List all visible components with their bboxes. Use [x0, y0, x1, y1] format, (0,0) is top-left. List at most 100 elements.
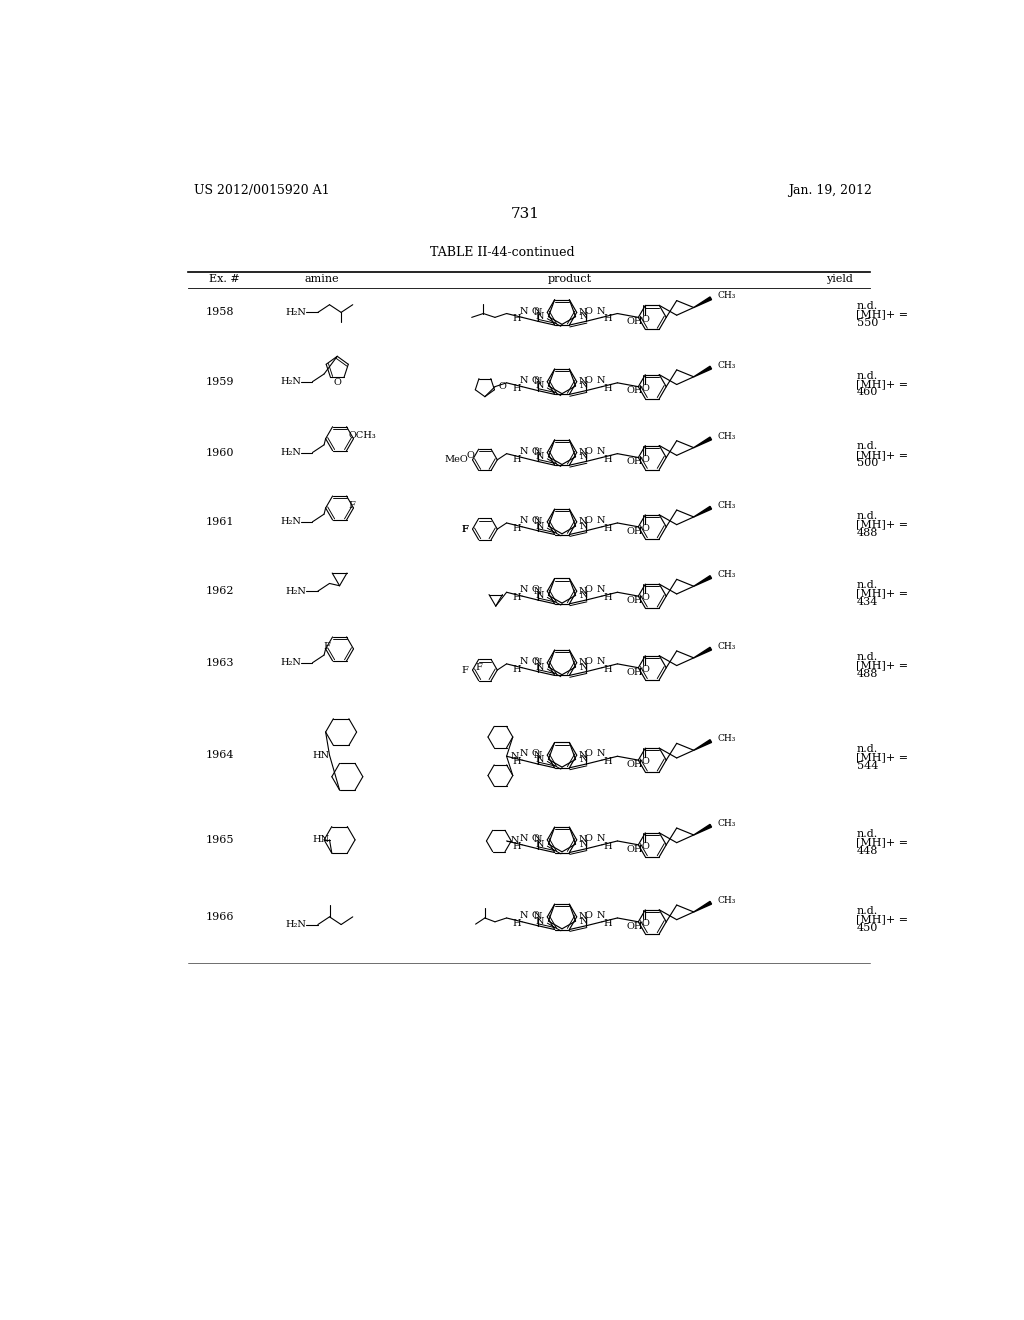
Text: O: O: [585, 516, 593, 525]
Text: O: O: [531, 306, 540, 315]
Text: OH: OH: [627, 595, 643, 605]
Text: H: H: [603, 758, 612, 766]
Text: n.d.: n.d.: [856, 906, 878, 916]
Text: OH: OH: [627, 845, 643, 854]
Text: O: O: [466, 451, 474, 459]
Text: O: O: [531, 447, 540, 455]
Text: H: H: [512, 384, 520, 393]
Text: H: H: [603, 919, 612, 928]
Text: CH₃: CH₃: [717, 292, 735, 301]
Text: 488: 488: [856, 668, 878, 678]
Text: N: N: [534, 378, 542, 387]
Text: H: H: [512, 454, 520, 463]
Text: n.d.: n.d.: [856, 579, 878, 590]
Text: F: F: [462, 665, 469, 675]
Text: CH₃: CH₃: [717, 818, 735, 828]
Text: N: N: [596, 834, 604, 843]
Polygon shape: [693, 297, 712, 308]
Text: O: O: [498, 383, 506, 391]
Text: N: N: [580, 663, 588, 672]
Text: O: O: [585, 586, 593, 594]
Text: O: O: [641, 455, 649, 463]
Text: O: O: [641, 314, 649, 323]
Text: O: O: [531, 834, 540, 843]
Text: N: N: [579, 447, 588, 457]
Text: amine: amine: [304, 273, 339, 284]
Text: Jan. 19, 2012: Jan. 19, 2012: [788, 185, 872, 197]
Text: N: N: [536, 755, 545, 764]
Text: 544: 544: [856, 760, 878, 771]
Text: 1958: 1958: [206, 308, 234, 317]
Text: 434: 434: [856, 597, 878, 607]
Text: Ex. #: Ex. #: [209, 273, 240, 284]
Polygon shape: [693, 647, 712, 657]
Text: N: N: [534, 308, 542, 317]
Text: OCH₃: OCH₃: [349, 432, 377, 441]
Polygon shape: [693, 366, 712, 376]
Text: O: O: [641, 384, 649, 393]
Text: H₂N: H₂N: [280, 378, 301, 387]
Text: O: O: [641, 665, 649, 675]
Polygon shape: [693, 902, 712, 912]
Text: CH₃: CH₃: [717, 642, 735, 651]
Text: 448: 448: [856, 846, 878, 855]
Text: CH₃: CH₃: [717, 360, 735, 370]
Text: O: O: [641, 919, 649, 928]
Text: H: H: [512, 919, 520, 928]
Text: N: N: [579, 659, 588, 667]
Text: N: N: [534, 447, 542, 457]
Polygon shape: [693, 437, 712, 447]
Text: N: N: [596, 657, 604, 667]
Text: O: O: [531, 516, 540, 525]
Text: O: O: [334, 378, 341, 387]
Text: n.d.: n.d.: [856, 511, 878, 520]
Text: [MH]+ =: [MH]+ =: [856, 379, 908, 389]
Text: [MH]+ =: [MH]+ =: [856, 660, 908, 671]
Text: H: H: [603, 384, 612, 393]
Text: H: H: [603, 454, 612, 463]
Text: 450: 450: [856, 923, 878, 933]
Text: O: O: [641, 524, 649, 533]
Text: N: N: [596, 911, 604, 920]
Text: n.d.: n.d.: [856, 371, 878, 380]
Text: N: N: [534, 836, 542, 845]
Text: N: N: [536, 312, 545, 321]
Text: H: H: [603, 665, 612, 673]
Text: N: N: [519, 750, 528, 759]
Text: H₂N: H₂N: [286, 586, 306, 595]
Text: N: N: [580, 755, 588, 764]
Text: N: N: [534, 912, 542, 921]
Text: N: N: [519, 376, 528, 385]
Text: 1961: 1961: [206, 517, 234, 527]
Text: N: N: [580, 521, 588, 531]
Polygon shape: [693, 739, 712, 750]
Text: n.d.: n.d.: [856, 301, 878, 312]
Text: O: O: [585, 376, 593, 385]
Text: N: N: [519, 306, 528, 315]
Text: product: product: [548, 273, 592, 284]
Text: N: N: [536, 663, 545, 672]
Text: N: N: [579, 378, 588, 387]
Text: OH: OH: [627, 760, 643, 770]
Text: OH: OH: [627, 317, 643, 326]
Text: OH: OH: [627, 527, 643, 536]
Text: H: H: [512, 758, 520, 766]
Text: O: O: [531, 911, 540, 920]
Text: H: H: [512, 665, 520, 673]
Text: N: N: [596, 376, 604, 385]
Text: N: N: [519, 657, 528, 667]
Text: [MH]+ =: [MH]+ =: [856, 589, 908, 598]
Text: N: N: [596, 516, 604, 525]
Text: N: N: [536, 916, 545, 925]
Text: 1960: 1960: [206, 447, 234, 458]
Text: N: N: [580, 840, 588, 849]
Polygon shape: [693, 825, 712, 836]
Text: n.d.: n.d.: [856, 744, 878, 754]
Text: O: O: [585, 657, 593, 667]
Text: OH: OH: [627, 387, 643, 396]
Text: N: N: [534, 751, 542, 759]
Text: O: O: [585, 750, 593, 759]
Polygon shape: [693, 576, 712, 586]
Text: O: O: [531, 376, 540, 385]
Text: [MH]+ =: [MH]+ =: [856, 519, 908, 529]
